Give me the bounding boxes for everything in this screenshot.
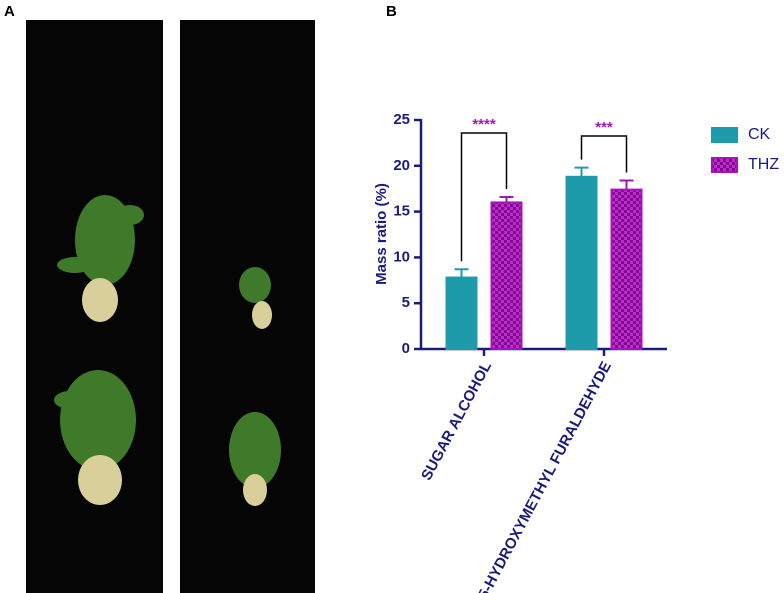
bar <box>610 188 643 350</box>
legend-label: THZ <box>748 156 779 173</box>
significance-bracket <box>460 132 508 262</box>
bar <box>490 201 523 350</box>
legend-swatch <box>711 127 738 143</box>
y-tick-label: 0 <box>402 340 410 357</box>
legend-label: CK <box>748 126 771 143</box>
error-bar <box>619 179 634 190</box>
y-tick-label: 10 <box>393 248 410 265</box>
panel-label: B <box>386 3 397 20</box>
significance-bracket <box>580 135 628 173</box>
bar <box>565 175 598 350</box>
y-tick-label: 15 <box>393 203 410 220</box>
significance-label: **** <box>472 116 496 133</box>
y-tick-label: 5 <box>402 294 410 311</box>
x-tick-label: 5-HYDROXYMETHYL FURALDEHYDE <box>475 359 615 593</box>
y-tick-label: 25 <box>393 111 410 128</box>
error-bar <box>454 268 469 278</box>
bar <box>445 276 478 350</box>
legend-swatch <box>711 157 738 173</box>
y-tick-label: 20 <box>393 157 410 174</box>
y-axis-label: Mass ratio (%) <box>373 183 390 285</box>
error-bar <box>574 166 589 177</box>
panel-label: A <box>4 3 15 20</box>
bar-chart: Mass ratio (%) <box>373 183 390 285</box>
photo <box>26 20 315 593</box>
x-tick-label: SUGAR ALCOHOL <box>418 359 495 483</box>
error-bar <box>499 195 514 203</box>
significance-label: *** <box>595 119 613 136</box>
